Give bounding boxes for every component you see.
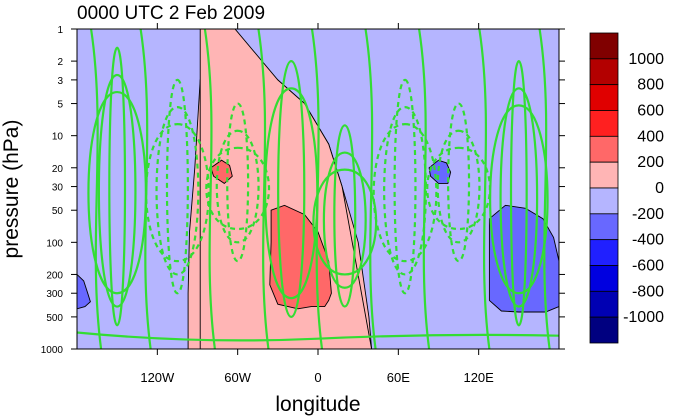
y-tick-label: 1 bbox=[57, 25, 63, 36]
y-tick-label: 1000 bbox=[41, 345, 64, 356]
x-tick-label: 120E bbox=[463, 370, 494, 385]
positive-contour-line bbox=[264, 87, 319, 300]
negative-contour-line bbox=[393, 78, 417, 295]
y-axis-label: pressure (hPa) bbox=[0, 120, 23, 259]
negative-contour-line bbox=[226, 102, 250, 263]
colorbar-swatch bbox=[589, 316, 619, 344]
negative-contour-line bbox=[165, 78, 189, 295]
positive-contour-line bbox=[509, 60, 528, 327]
y-tick-label: 3 bbox=[57, 76, 63, 87]
positive-contour-line bbox=[89, 28, 103, 350]
y-tick-label: 50 bbox=[52, 206, 64, 217]
colorbar-swatch bbox=[589, 213, 619, 241]
colorbar-label: -200 bbox=[632, 206, 664, 223]
colorbar-label: -800 bbox=[632, 283, 664, 300]
colorbar-swatch bbox=[589, 84, 619, 111]
positive-contour-line bbox=[478, 28, 491, 350]
negative-contour-line bbox=[436, 129, 481, 244]
colorbar-swatch bbox=[589, 135, 619, 163]
x-tick-label: 0 bbox=[314, 370, 321, 385]
colorbar-label: 400 bbox=[637, 128, 664, 145]
colorbar-label: 600 bbox=[637, 103, 664, 120]
plot-area bbox=[76, 28, 560, 350]
positive-contour-line bbox=[87, 90, 147, 295]
colorbar-swatch bbox=[589, 110, 619, 137]
y-tick-label: 100 bbox=[46, 238, 63, 249]
positive-contour-line bbox=[76, 331, 560, 342]
chart-title: 0000 UTC 2 Feb 2009 bbox=[77, 3, 265, 24]
x-axis-label: longitude bbox=[275, 393, 360, 416]
positive-contour-line bbox=[139, 28, 152, 350]
colorbar: 1000 800 600 400 200 0 -200 -400 -600 -800 -1000 bbox=[589, 32, 664, 344]
positive-contour-line bbox=[418, 28, 431, 350]
colorbar-swatch bbox=[589, 290, 619, 318]
colorbar-swatch bbox=[589, 239, 619, 266]
positive-contour-line bbox=[108, 46, 127, 327]
positive-contour-line bbox=[203, 28, 216, 350]
colorbar-swatch bbox=[589, 161, 619, 189]
y-tick-label: 20 bbox=[52, 164, 64, 175]
colorbar-label: 200 bbox=[637, 154, 664, 171]
y-tick-label: 500 bbox=[46, 313, 63, 324]
positive-contour-line bbox=[310, 28, 324, 350]
negative-contour-line bbox=[145, 123, 210, 263]
negative-contour-line bbox=[372, 123, 438, 263]
x-tick-label: 60W bbox=[224, 370, 251, 385]
x-tick-label: 120W bbox=[140, 370, 175, 385]
x-axis: 120W 60W 0 60E 120E bbox=[140, 23, 494, 385]
y-tick-label: 5 bbox=[57, 100, 63, 111]
positive-contour-line bbox=[364, 28, 377, 350]
y-tick-label: 300 bbox=[46, 289, 63, 300]
colorbar-swatch bbox=[589, 58, 619, 86]
colorbar-label: 1000 bbox=[628, 51, 664, 68]
positive-contour-line bbox=[538, 28, 551, 350]
colorbar-label: -400 bbox=[632, 232, 664, 249]
y-tick-label: 30 bbox=[52, 183, 64, 194]
positive-contour-line bbox=[277, 60, 306, 318]
y-tick-label: 200 bbox=[46, 270, 63, 281]
negative-contour-line bbox=[383, 106, 427, 276]
negative-contour-line bbox=[215, 129, 260, 244]
colorbar-label: -1000 bbox=[623, 309, 664, 326]
colorbar-label: 0 bbox=[655, 180, 664, 197]
positive-contour-line bbox=[333, 124, 357, 308]
contour-lines bbox=[76, 28, 560, 350]
positive-contour-line bbox=[322, 151, 367, 289]
positive-contour-line bbox=[97, 73, 137, 308]
positive-contour-line bbox=[489, 104, 549, 295]
x-tick-label: 60E bbox=[387, 370, 410, 385]
negative-contour-line bbox=[155, 106, 200, 276]
y-tick-label: 2 bbox=[57, 57, 63, 68]
positive-contour-line bbox=[499, 87, 539, 308]
colorbar-label: 800 bbox=[637, 77, 664, 94]
colorbar-swatch bbox=[589, 32, 619, 60]
y-tick-label: 10 bbox=[52, 132, 64, 143]
y-axis: 1 2 3 5 10 20 30 50 100 200 300 500 1000 bbox=[41, 25, 565, 356]
negative-contour-line bbox=[447, 102, 471, 263]
colorbar-label: -600 bbox=[632, 258, 664, 275]
positive-contour-line bbox=[257, 28, 270, 350]
colorbar-swatch bbox=[589, 187, 619, 215]
colorbar-swatch bbox=[589, 265, 619, 292]
